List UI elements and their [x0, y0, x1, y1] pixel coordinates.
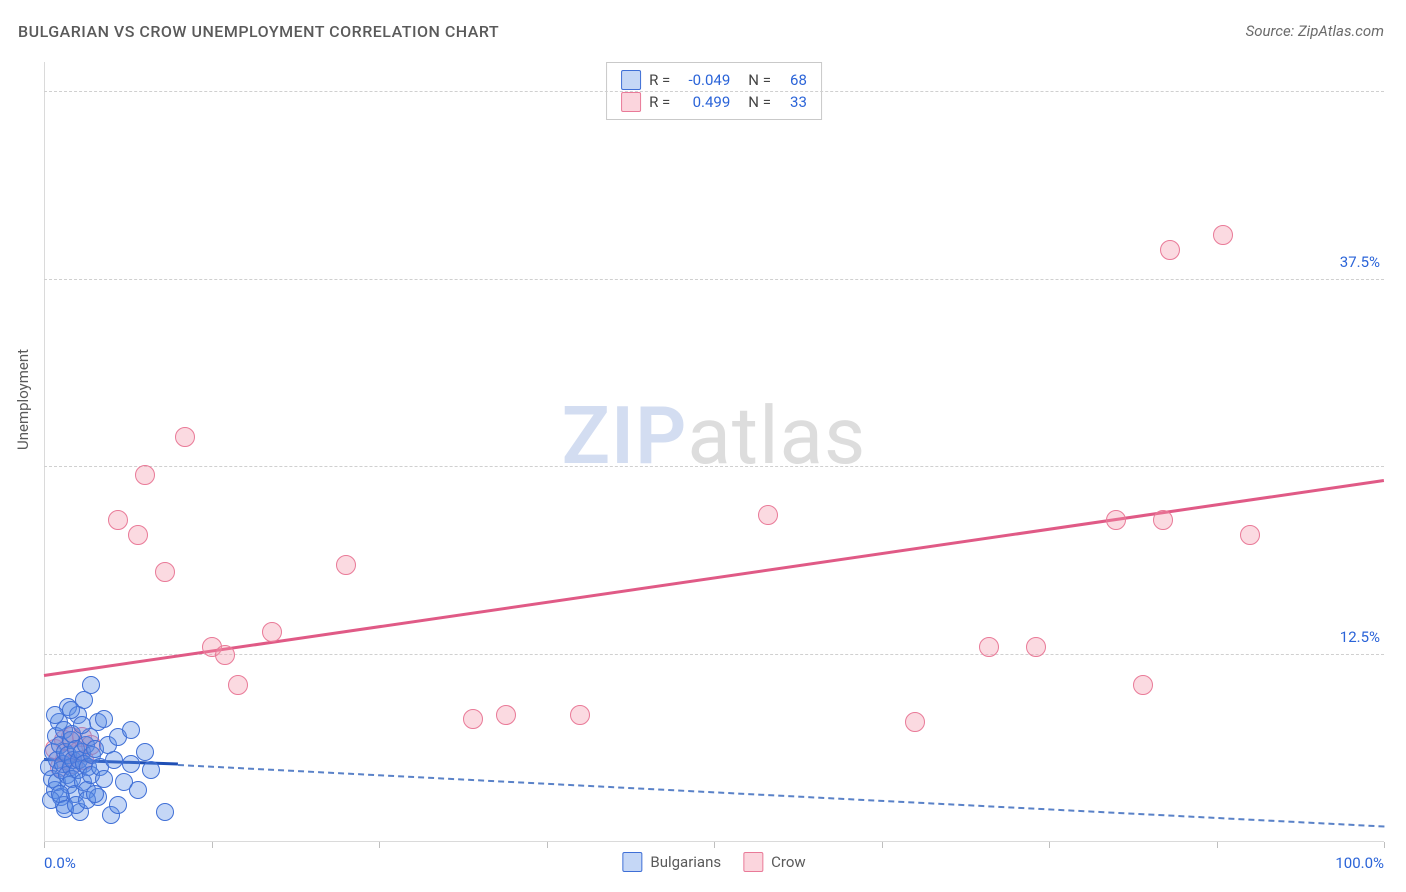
data-point-bulgarians — [105, 751, 123, 769]
data-point-crow — [215, 645, 235, 665]
data-point-crow — [135, 465, 155, 485]
data-point-bulgarians — [142, 761, 160, 779]
legend-item-bulgarians: Bulgarians — [622, 852, 721, 872]
legend-label: Crow — [771, 853, 806, 871]
data-point-crow — [496, 705, 516, 725]
y-axis-line — [44, 62, 45, 842]
data-point-crow — [1106, 510, 1126, 530]
x-tick — [379, 842, 380, 848]
legend-label: Bulgarians — [650, 853, 721, 871]
data-point-bulgarians — [73, 716, 91, 734]
x-tick — [714, 842, 715, 848]
legend-swatch-crow — [621, 92, 641, 112]
data-point-crow — [463, 709, 483, 729]
data-point-crow — [336, 555, 356, 575]
data-point-bulgarians — [82, 676, 100, 694]
trend-line-crow — [44, 479, 1384, 677]
data-point-crow — [108, 510, 128, 530]
data-point-bulgarians — [122, 721, 140, 739]
trend-line-bulgarians-dashed — [178, 764, 1384, 827]
legend-swatch-icon — [743, 852, 763, 872]
data-point-crow — [1160, 240, 1180, 260]
r-value: 0.499 — [678, 91, 730, 113]
n-label: N = — [748, 69, 771, 91]
grid-line — [44, 654, 1384, 655]
chart-title: BULGARIAN VS CROW UNEMPLOYMENT CORRELATI… — [18, 22, 499, 41]
data-point-crow — [758, 505, 778, 525]
watermark-zip: ZIP — [562, 389, 688, 483]
data-point-bulgarians — [156, 803, 174, 821]
legend-row-crow: R = 0.499 N = 33 — [621, 91, 807, 113]
r-label: R = — [649, 91, 670, 113]
r-label: R = — [649, 69, 670, 91]
data-point-crow — [1153, 510, 1173, 530]
data-point-crow — [979, 637, 999, 657]
x-tick — [1217, 842, 1218, 848]
data-point-crow — [175, 427, 195, 447]
x-tick — [44, 842, 45, 848]
data-point-crow — [128, 525, 148, 545]
legend-row-bulgarians: R = -0.049 N = 68 — [621, 69, 807, 91]
grid-line — [44, 279, 1384, 280]
data-point-crow — [1026, 637, 1046, 657]
x-tick — [212, 842, 213, 848]
data-point-bulgarians — [129, 781, 147, 799]
y-tick-label: 12.5% — [1340, 628, 1380, 646]
r-value: -0.049 — [678, 69, 730, 91]
data-point-crow — [1240, 525, 1260, 545]
series-legend: Bulgarians Crow — [622, 852, 805, 872]
grid-line — [44, 466, 1384, 467]
scatter-plot: ZIPatlas R = -0.049 N = 68 R = 0.499 N =… — [44, 62, 1384, 842]
n-value: 68 — [779, 69, 807, 91]
x-tick — [1384, 842, 1385, 848]
n-label: N = — [748, 91, 771, 113]
watermark: ZIPatlas — [562, 389, 867, 483]
legend-swatch-bulgarians — [621, 70, 641, 90]
x-tick — [547, 842, 548, 848]
source-attribution: Source: ZipAtlas.com — [1246, 22, 1384, 40]
data-point-crow — [262, 622, 282, 642]
legend-item-crow: Crow — [743, 852, 806, 872]
data-point-bulgarians — [136, 743, 154, 761]
y-axis-label: Unemployment — [14, 349, 32, 450]
data-point-crow — [228, 675, 248, 695]
x-tick-label: 0.0% — [44, 854, 76, 872]
data-point-crow — [1213, 225, 1233, 245]
data-point-bulgarians — [95, 710, 113, 728]
grid-line — [44, 91, 1384, 92]
n-value: 33 — [779, 91, 807, 113]
data-point-crow — [1133, 675, 1153, 695]
watermark-atlas: atlas — [687, 389, 866, 483]
x-tick — [882, 842, 883, 848]
data-point-bulgarians — [86, 785, 104, 803]
data-point-crow — [570, 705, 590, 725]
data-point-bulgarians — [109, 796, 127, 814]
x-tick-label: 100.0% — [1335, 854, 1384, 872]
x-tick — [1049, 842, 1050, 848]
legend-swatch-icon — [622, 852, 642, 872]
data-point-crow — [905, 712, 925, 732]
y-tick-label: 37.5% — [1340, 253, 1380, 271]
data-point-crow — [155, 562, 175, 582]
